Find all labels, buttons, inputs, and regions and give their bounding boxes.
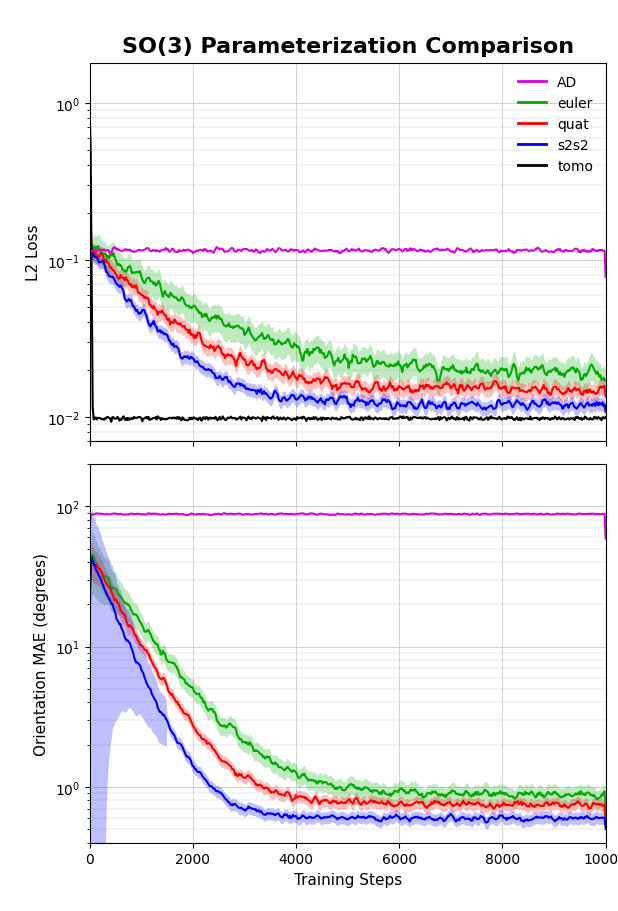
tomo xyxy=(425,414,433,425)
quat xyxy=(86,592,93,603)
tomo xyxy=(86,103,93,114)
quat xyxy=(86,289,93,300)
Line: quat: quat xyxy=(90,249,606,397)
AD xyxy=(514,508,522,519)
Y-axis label: Orientation MAE (degrees): Orientation MAE (degrees) xyxy=(34,552,49,755)
euler xyxy=(434,375,441,386)
tomo xyxy=(108,417,115,428)
s2s2 xyxy=(86,591,93,602)
Line: s2s2: s2s2 xyxy=(90,250,606,413)
s2s2 xyxy=(88,552,95,563)
s2s2 xyxy=(425,812,433,823)
euler xyxy=(237,733,244,744)
AD xyxy=(419,509,426,520)
AD xyxy=(237,246,244,257)
s2s2 xyxy=(88,244,95,255)
quat xyxy=(602,818,609,829)
quat xyxy=(419,797,426,808)
s2s2 xyxy=(514,814,522,824)
s2s2 xyxy=(215,786,222,797)
quat xyxy=(237,348,244,359)
quat xyxy=(514,384,522,394)
euler xyxy=(88,240,95,251)
AD xyxy=(425,246,433,257)
AD xyxy=(275,509,282,520)
Line: AD: AD xyxy=(90,248,606,278)
Line: s2s2: s2s2 xyxy=(90,558,606,829)
euler xyxy=(425,788,433,799)
AD xyxy=(419,246,426,257)
euler xyxy=(425,359,433,370)
tomo xyxy=(215,414,222,425)
AD xyxy=(425,509,433,520)
quat xyxy=(88,553,95,564)
s2s2 xyxy=(602,407,609,418)
Line: AD: AD xyxy=(90,514,606,539)
s2s2 xyxy=(602,824,609,834)
AD xyxy=(86,534,93,545)
euler xyxy=(88,549,95,560)
s2s2 xyxy=(419,814,426,824)
quat xyxy=(88,243,95,254)
euler xyxy=(602,804,609,814)
Line: tomo: tomo xyxy=(90,108,606,423)
AD xyxy=(602,534,609,545)
AD xyxy=(145,508,152,519)
quat xyxy=(602,392,609,403)
s2s2 xyxy=(425,396,433,407)
euler xyxy=(215,311,222,322)
AD xyxy=(86,271,93,282)
quat xyxy=(425,800,433,811)
AD xyxy=(514,246,522,257)
quat xyxy=(215,752,222,763)
euler xyxy=(237,323,244,334)
s2s2 xyxy=(275,808,282,819)
tomo xyxy=(237,412,244,423)
euler xyxy=(515,374,523,384)
quat xyxy=(275,788,282,799)
s2s2 xyxy=(86,285,93,296)
AD xyxy=(602,272,609,283)
AD xyxy=(215,508,222,519)
quat xyxy=(215,341,222,352)
euler xyxy=(514,789,522,800)
s2s2 xyxy=(275,394,282,404)
Line: euler: euler xyxy=(90,555,606,809)
Y-axis label: L2 Loss: L2 Loss xyxy=(26,224,41,281)
s2s2 xyxy=(215,373,222,384)
X-axis label: Training Steps: Training Steps xyxy=(294,872,402,887)
AD xyxy=(237,508,244,519)
s2s2 xyxy=(419,398,426,409)
Line: quat: quat xyxy=(90,558,606,824)
quat xyxy=(425,381,433,392)
tomo xyxy=(514,415,522,425)
Legend: AD, euler, quat, s2s2, tomo: AD, euler, quat, s2s2, tomo xyxy=(513,71,599,179)
tomo xyxy=(275,415,282,425)
AD xyxy=(215,244,222,255)
euler xyxy=(86,281,93,292)
euler xyxy=(602,375,609,386)
euler xyxy=(419,792,426,803)
quat xyxy=(237,770,244,781)
euler xyxy=(275,335,282,346)
s2s2 xyxy=(237,381,244,392)
Title: SO(3) Parameterization Comparison: SO(3) Parameterization Comparison xyxy=(122,36,574,56)
quat xyxy=(275,366,282,377)
euler xyxy=(419,363,426,374)
s2s2 xyxy=(237,803,244,814)
tomo xyxy=(602,413,609,424)
euler xyxy=(215,717,222,728)
tomo xyxy=(419,414,426,425)
euler xyxy=(86,592,93,603)
s2s2 xyxy=(514,396,522,407)
quat xyxy=(514,796,522,807)
AD xyxy=(111,242,118,253)
quat xyxy=(419,381,426,392)
Line: euler: euler xyxy=(90,245,606,381)
euler xyxy=(275,762,282,773)
AD xyxy=(275,243,282,254)
